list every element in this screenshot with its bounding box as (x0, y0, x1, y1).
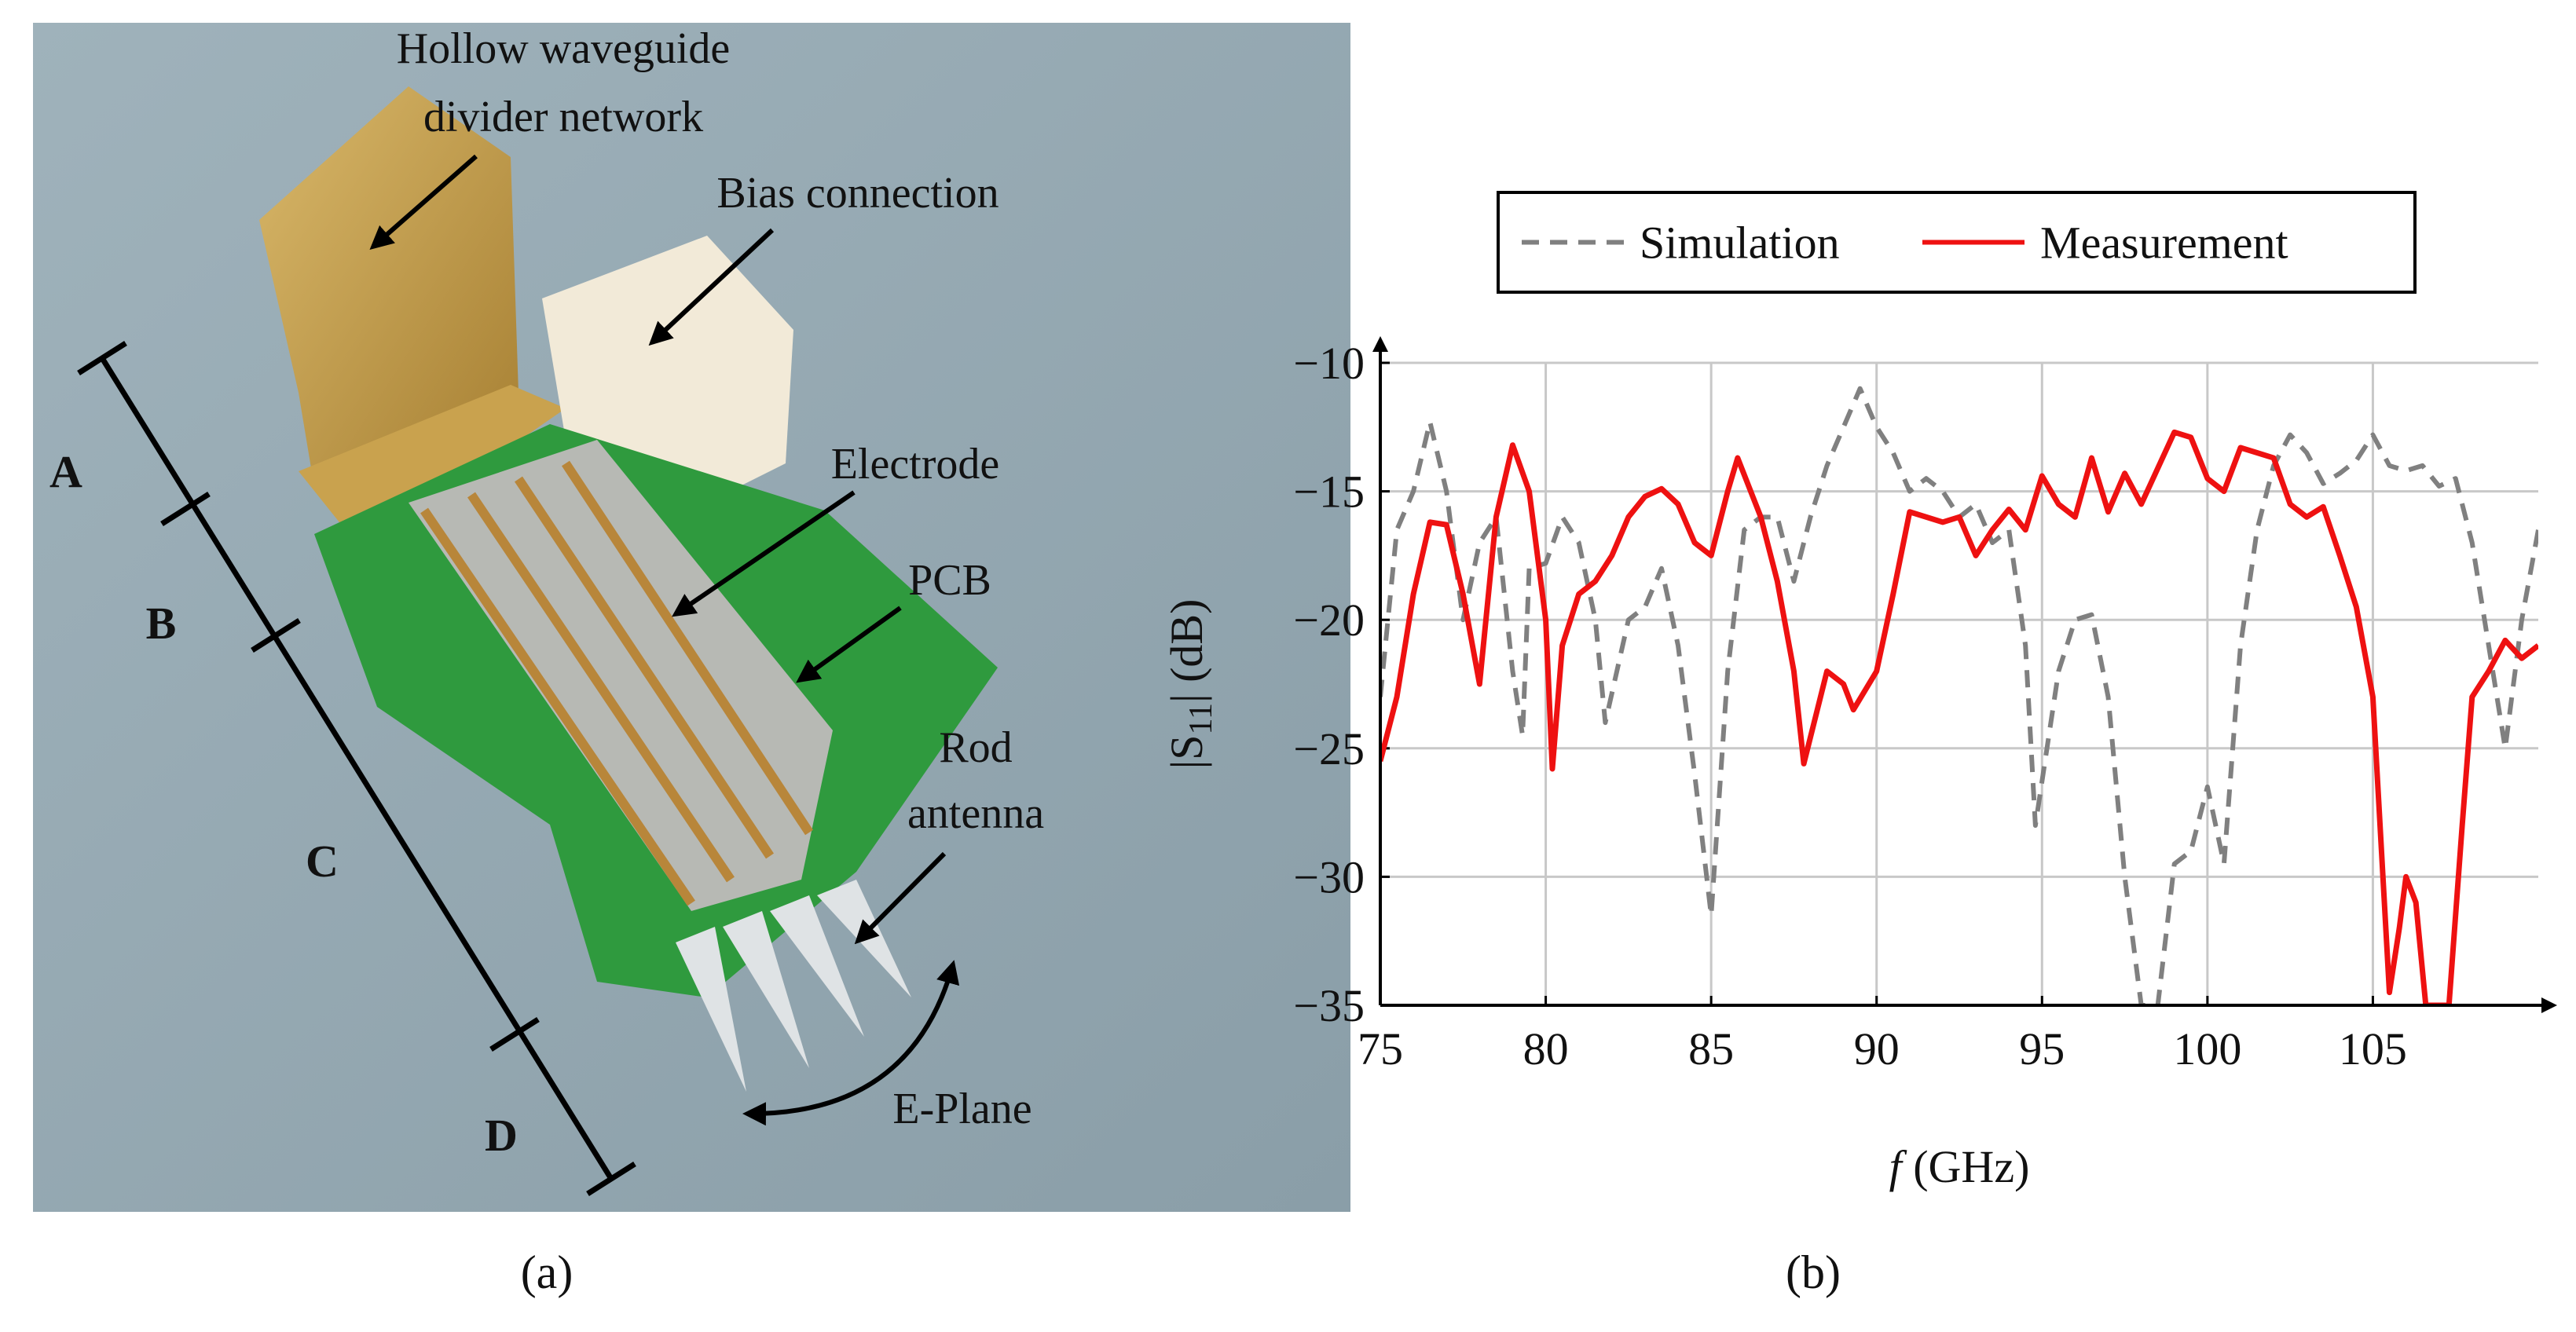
series-line (1380, 429, 2538, 1005)
y-tick-label: −25 (1293, 723, 1365, 774)
photo-label: E-Plane (892, 1085, 1031, 1133)
arrow (369, 154, 478, 250)
x-axis-label: f (GHz) (1889, 1141, 2030, 1192)
arrow (648, 228, 775, 346)
x-tick-label: 80 (1523, 1023, 1569, 1074)
y-tick-label: −35 (1293, 980, 1365, 1031)
x-tick-label: 75 (1358, 1023, 1403, 1074)
legend-label: Measurement (2040, 218, 2288, 269)
y-axis-label-part: | (dB) (1161, 599, 1212, 703)
waveguide-base (299, 385, 566, 550)
arrow (854, 851, 947, 945)
caption: (a) (521, 1246, 573, 1298)
photo-label: PCB (908, 556, 991, 605)
photo: Hollow waveguide divider network Bias co… (33, 23, 1350, 1212)
legend-label: Simulation (1640, 218, 1840, 269)
y-tick-label: −10 (1293, 338, 1365, 389)
x-tick-label: 85 (1688, 1023, 1734, 1074)
e-plane-arrow (742, 960, 960, 1126)
photo-label: divider network (423, 93, 703, 141)
arrow (672, 490, 856, 617)
x-axis-label-part: (GHz) (1902, 1141, 2030, 1192)
section-label: A (49, 446, 82, 497)
section-label: D (485, 1110, 518, 1161)
y-tick-label: −15 (1293, 467, 1365, 518)
waveguide-block (259, 86, 518, 487)
y-axis-label-part: 11 (1183, 703, 1219, 734)
photo-label: Electrode (831, 440, 1000, 489)
y-tick-label: −20 (1293, 595, 1365, 646)
photo-label: antenna (907, 789, 1044, 838)
caption: (b) (1786, 1246, 1841, 1298)
chart: 75 80 85 90 95 100 105 −10 −15 −20 −25 −30 −35 f (GHz… (1161, 191, 2557, 1192)
photo-label: Rod (939, 723, 1012, 772)
photo-label: Bias connection (716, 169, 999, 218)
series-line (1380, 386, 2538, 1005)
y-tick-label: −30 (1293, 851, 1365, 902)
section-label: B (146, 598, 177, 649)
x-tick-label: 95 (2019, 1023, 2065, 1074)
scale-ticks (77, 341, 636, 1196)
y-axis-label: |S11| (dB) (1161, 599, 1219, 770)
x-tick-label: 90 (1854, 1023, 1900, 1074)
arrow (796, 606, 902, 683)
section-label: C (306, 836, 339, 887)
y-axis-label-part: |S (1161, 735, 1212, 770)
x-tick-label: 100 (2173, 1023, 2241, 1074)
scale-line (100, 357, 614, 1180)
electrodes (420, 460, 814, 906)
photo-label: Hollow waveguide (397, 24, 731, 73)
x-tick-label: 105 (2339, 1023, 2407, 1074)
